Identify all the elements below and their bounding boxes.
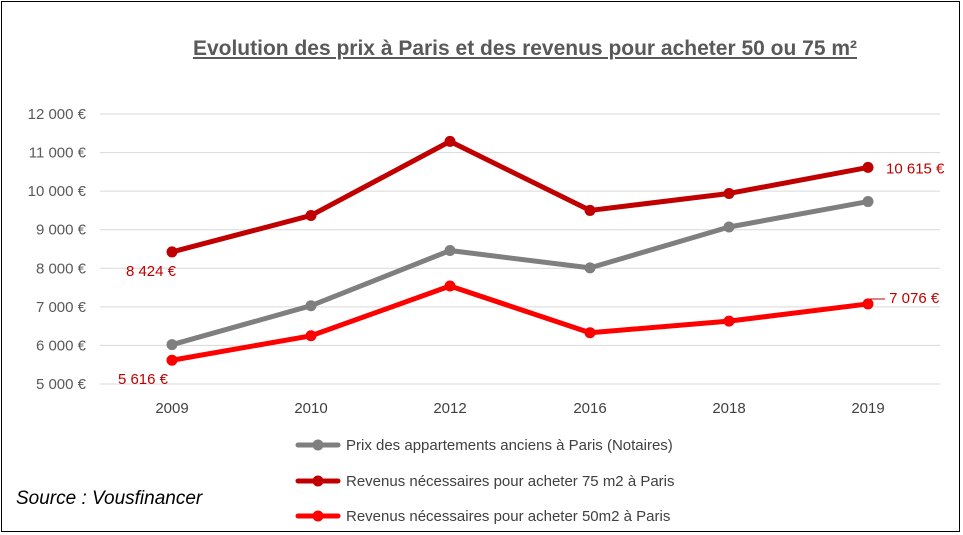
series-line bbox=[169, 199, 871, 348]
y-tick-label: 9 000 € bbox=[36, 222, 87, 239]
data-label: 8 424 € bbox=[126, 263, 177, 280]
legend-swatch-marker bbox=[312, 510, 324, 522]
legend-label: Revenus nécessaires pour acheter 50m2 à … bbox=[346, 508, 670, 525]
data-point bbox=[584, 327, 596, 339]
data-point bbox=[444, 135, 456, 147]
data-point bbox=[862, 298, 874, 310]
y-axis-ticks: 5 000 € 6 000 € 7 000 € 8 000 € 9 000 € 10 00… bbox=[28, 106, 87, 393]
chart-title: Evolution des prix à Paris et des revenu… bbox=[192, 37, 858, 60]
legend-label: Prix des appartements anciens à Paris (N… bbox=[346, 437, 673, 454]
y-tick-label: 11 000 € bbox=[29, 145, 87, 162]
x-tick-label: 2018 bbox=[712, 400, 745, 417]
data-label: — 7 076 € bbox=[870, 290, 940, 307]
series-line bbox=[169, 283, 871, 363]
data-point bbox=[166, 246, 178, 258]
legend-swatch-marker bbox=[312, 475, 324, 487]
legend-swatch-marker bbox=[312, 439, 324, 451]
data-point bbox=[862, 161, 874, 173]
data-label: 10 615 € bbox=[886, 160, 945, 177]
data-point bbox=[723, 221, 735, 233]
data-point bbox=[862, 196, 874, 208]
data-point bbox=[444, 245, 456, 257]
data-point bbox=[305, 330, 317, 342]
y-tick-label: 12 000 € bbox=[28, 106, 87, 123]
x-tick-label: 2009 bbox=[155, 400, 188, 417]
source-note: Source : Vousfinancer bbox=[16, 488, 203, 509]
data-point bbox=[166, 339, 178, 351]
y-tick-label: 6 000 € bbox=[36, 337, 87, 354]
data-point bbox=[305, 209, 317, 221]
data-point bbox=[584, 262, 596, 274]
legend: Prix des appartements anciens à Paris (N… bbox=[295, 437, 675, 525]
data-point bbox=[723, 187, 735, 199]
x-tick-label: 2016 bbox=[573, 400, 606, 417]
data-point bbox=[305, 300, 317, 312]
legend-label: Revenus nécessaires pour acheter 75 m2 à… bbox=[346, 473, 675, 490]
data-point bbox=[444, 280, 456, 292]
x-tick-label: 2019 bbox=[851, 400, 884, 417]
data-point bbox=[166, 354, 178, 366]
data-labels: 8 424 € 10 615 € 5 616 € — 7 076 € bbox=[118, 160, 945, 388]
data-label: 5 616 € bbox=[118, 371, 169, 388]
x-tick-label: 2010 bbox=[294, 400, 327, 417]
y-tick-label: 10 000 € bbox=[28, 183, 87, 200]
y-tick-label: 8 000 € bbox=[36, 260, 87, 277]
series-line bbox=[169, 138, 871, 255]
data-point bbox=[584, 204, 596, 216]
series-lines bbox=[166, 135, 874, 366]
data-point bbox=[723, 315, 735, 327]
y-tick-label: 7 000 € bbox=[36, 299, 87, 316]
gridlines bbox=[100, 113, 940, 385]
y-tick-label: 5 000 € bbox=[36, 376, 87, 393]
x-axis-ticks: 2009 2010 2012 2016 2018 2019 bbox=[155, 400, 884, 417]
x-tick-label: 2012 bbox=[433, 400, 466, 417]
